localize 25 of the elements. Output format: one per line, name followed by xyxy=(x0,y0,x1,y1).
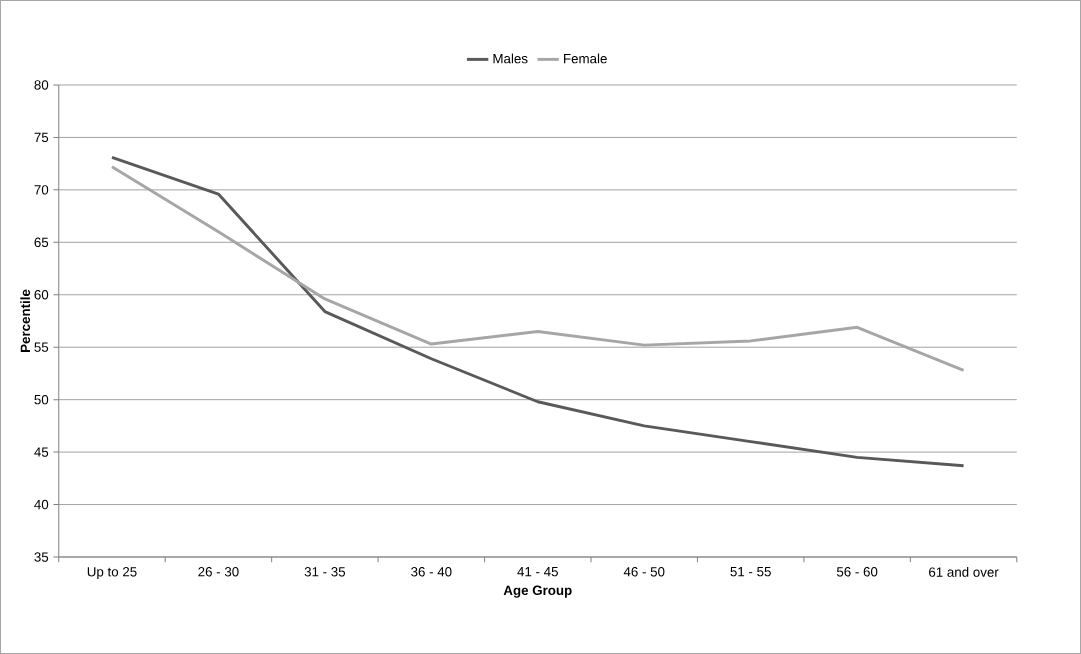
x-tick-label: 56 - 60 xyxy=(836,567,878,577)
x-axis-title: Age Group xyxy=(503,585,572,598)
x-tick-label: 26 - 30 xyxy=(198,567,239,577)
y-axis-title: Percentile xyxy=(20,289,31,352)
x-tick-label: 41 - 45 xyxy=(517,567,558,577)
line-series xyxy=(110,155,966,468)
y-tick-label: 55 xyxy=(34,342,49,352)
legend-label: Males xyxy=(493,53,528,64)
line-series xyxy=(110,165,966,372)
y-tick-label: 70 xyxy=(34,185,49,195)
x-tick-label: Up to 25 xyxy=(87,567,137,580)
y-tick-label: 35 xyxy=(34,552,49,562)
y-tick-label: 60 xyxy=(34,290,49,300)
y-tick-label: 65 xyxy=(34,237,49,248)
x-tick-label: 46 - 50 xyxy=(623,567,665,577)
y-tick-label: 75 xyxy=(34,132,49,143)
y-tick-label: 50 xyxy=(34,394,49,405)
y-tick-label: 40 xyxy=(34,499,49,510)
x-tick-label: 61 and over xyxy=(929,567,999,577)
y-tick-label: 80 xyxy=(34,80,49,90)
legend-label: Female xyxy=(564,53,607,64)
x-tick-label: 36 - 40 xyxy=(411,567,452,577)
x-tick-label: 51 - 55 xyxy=(730,567,771,577)
y-tick-label: 45 xyxy=(34,447,49,457)
x-tick-label: 31 - 35 xyxy=(304,567,346,577)
